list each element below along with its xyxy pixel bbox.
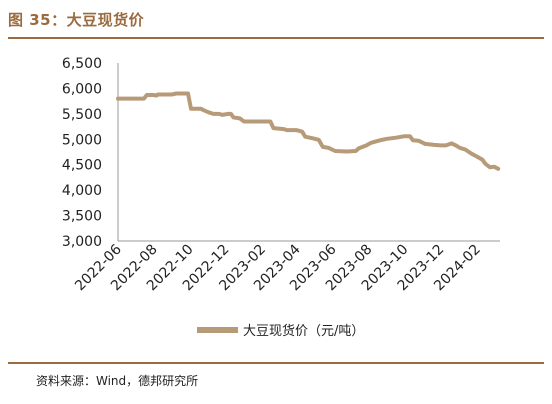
y-tick-label: 3,500 <box>62 209 102 225</box>
plot-area <box>116 91 501 171</box>
y-tick-label: 3,000 <box>62 234 102 250</box>
legend: 大豆现货价（元/吨） <box>197 323 364 339</box>
footer-divider <box>8 362 544 364</box>
y-axis: 3,000 3,500 4,000 4,500 5,000 5,500 6,000 6,500 <box>62 56 119 250</box>
x-axis: 2022-062022-082022-102022-122023-022023-… <box>72 240 500 294</box>
series-line <box>116 91 501 171</box>
y-tick-label: 6,500 <box>62 56 102 72</box>
legend-label: 大豆现货价（元/吨） <box>243 323 364 339</box>
y-tick-label: 4,500 <box>62 158 102 174</box>
y-tick-label: 6,000 <box>62 81 102 97</box>
y-tick-label: 4,000 <box>62 183 102 199</box>
y-tick-label: 5,000 <box>62 132 102 148</box>
title-divider <box>8 37 544 39</box>
source-note: 资料来源：Wind，德邦研究所 <box>36 374 199 388</box>
y-tick-label: 5,500 <box>62 107 102 123</box>
figure-title: 图 35：大豆现货价 <box>8 11 145 29</box>
